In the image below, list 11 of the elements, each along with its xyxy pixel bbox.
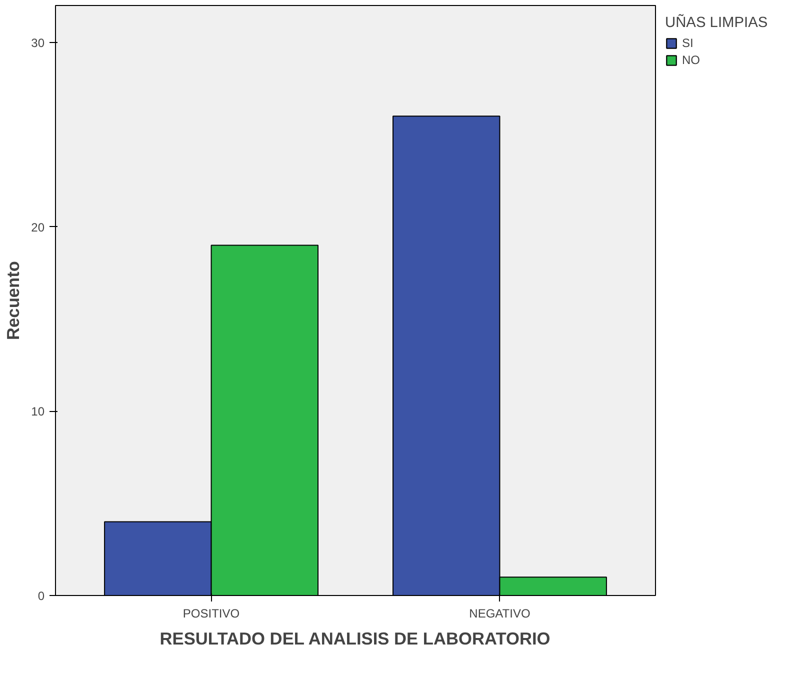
legend-title: UÑAS LIMPIAS	[665, 15, 768, 31]
legend-label: SI	[682, 36, 694, 50]
x-tick-label: POSITIVO	[182, 606, 240, 620]
x-tick-label: NEGATIVO	[469, 606, 530, 620]
y-tick-label: 0	[38, 589, 45, 603]
legend-label: NO	[682, 53, 701, 67]
y-tick-label: 10	[31, 404, 45, 419]
y-tick-label: 30	[31, 36, 45, 50]
x-axis-title: RESULTADO DEL ANALISIS DE LABORATORIO	[160, 628, 550, 648]
y-tick-label: 20	[31, 220, 45, 234]
y-axis-title: Recuento	[3, 261, 24, 340]
